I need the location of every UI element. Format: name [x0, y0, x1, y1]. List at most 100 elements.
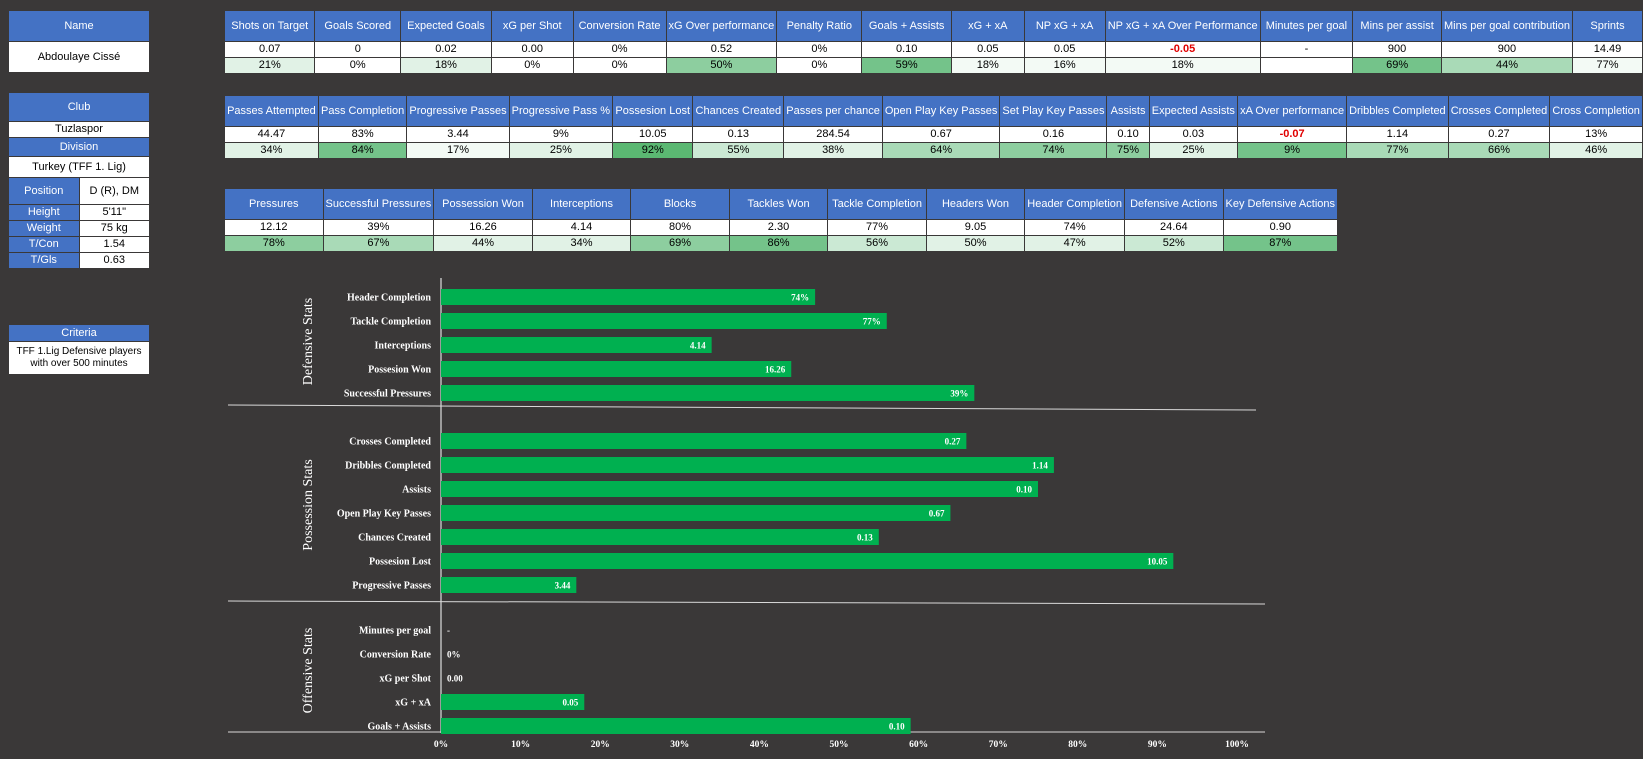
passing-percentile-cell: 46% — [1549, 142, 1643, 159]
defensive-value-cell: 77% — [827, 219, 927, 236]
bar-category-label: xG per Shot — [380, 674, 432, 685]
attacking-header-cell: xG per Shot — [490, 10, 574, 42]
bar-category-label: Goals + Assists — [368, 722, 432, 733]
attacking-percentile-cell — [1259, 57, 1354, 74]
attacking-header-cell: Goals Scored — [314, 10, 402, 42]
attacking-header-cell: Minutes per goal — [1259, 10, 1354, 42]
bar-value-label: 0.27 — [945, 437, 961, 447]
division-header: Division — [8, 137, 150, 157]
x-tick-label: 70% — [989, 740, 1008, 750]
passing-value-cell: -0.07 — [1237, 126, 1348, 143]
attacking-header-cell: Shots on Target — [223, 10, 316, 42]
defensive-header-cell: Pressures — [224, 188, 324, 220]
passing-table-panel: Passes Attempted Pass Completion Progressi… — [224, 95, 1643, 159]
passing-percentile-cell: 9% — [1237, 142, 1348, 159]
defensive-percentile-cell: 34% — [531, 235, 632, 252]
attacking-percentile-cell: 21% — [223, 57, 316, 74]
tgls-value: 0.63 — [78, 252, 150, 269]
passing-header-cell: Chances Created — [692, 95, 785, 127]
section-label: Offensive Stats — [301, 628, 316, 714]
defensive-percentile-cell: 67% — [322, 235, 435, 252]
bar — [441, 313, 887, 329]
passing-stats-table: Passes Attempted Pass Completion Progressi… — [224, 95, 1643, 159]
bar-category-label: Tackle Completion — [351, 317, 432, 328]
passing-value-cell: 0.16 — [999, 126, 1108, 143]
passing-percentile-cell: 25% — [1148, 142, 1239, 159]
attacking-percentile-cell: 0% — [490, 57, 574, 74]
defensive-header-cell: Defensive Actions — [1124, 188, 1224, 220]
attacking-value-cell: -0.05 — [1104, 41, 1261, 58]
section-label: Defensive Stats — [301, 298, 316, 385]
bar — [441, 718, 911, 734]
bar-value-label: 0.67 — [929, 509, 945, 519]
bar-value-label: 1.14 — [1032, 461, 1048, 471]
defensive-header-cell: Possession Won — [433, 188, 533, 220]
attacking-value-cell: - — [1259, 41, 1354, 58]
defensive-header-cell: Tackle Completion — [827, 188, 927, 220]
passing-header-cell: xA Over performance — [1237, 95, 1348, 127]
attacking-percentile-cell: 18% — [400, 57, 492, 74]
attacking-header-cell: Conversion Rate — [572, 10, 667, 42]
attacking-header-cell: Sprints — [1571, 10, 1643, 42]
attacking-percentile-row: 21% 0% 18% 0% 0% 50% 0% 59% 18% 16% 18% 69% 44% 77% — [223, 57, 1643, 74]
bar-category-label: Progressive Passes — [352, 581, 431, 592]
attacking-percentile-cell: 16% — [1023, 57, 1106, 74]
defensive-percentile-cell: 56% — [827, 235, 927, 252]
passing-header-cell: Passes Attempted — [224, 95, 319, 127]
attacking-header-cell: Expected Goals — [400, 10, 492, 42]
bar-category-label: xG + xA — [395, 698, 431, 709]
bar — [441, 385, 975, 401]
attacking-stats-table: Shots on Target Goals Scored Expected Goal… — [223, 10, 1643, 74]
defensive-header-cell: Key Defensive Actions — [1222, 188, 1339, 220]
attacking-percentile-cell: 0% — [572, 57, 667, 74]
defensive-value-cell: 74% — [1024, 219, 1126, 236]
bar — [441, 289, 816, 305]
defensive-header-cell: Headers Won — [925, 188, 1026, 220]
defensive-value-cell: 0.90 — [1222, 219, 1339, 236]
passing-percentile-cell: 17% — [406, 142, 510, 159]
passing-value-cell: 0.27 — [1447, 126, 1551, 143]
passing-percentile-cell: 25% — [508, 142, 614, 159]
bar-category-label: Possesion Won — [368, 365, 431, 376]
attacking-value-cell: 0.10 — [861, 41, 953, 58]
x-tick-label: 80% — [1068, 740, 1087, 750]
defensive-header-cell: Blocks — [630, 188, 730, 220]
passing-header-cell: Dribbles Completed — [1346, 95, 1449, 127]
defensive-percentile-cell: 69% — [630, 235, 730, 252]
bar-value-label: - — [447, 626, 450, 636]
passing-percentile-cell: 66% — [1447, 142, 1551, 159]
section-label: Possession Stats — [301, 459, 316, 550]
defensive-table-panel: Pressures Successful Pressures Possession … — [224, 188, 1339, 252]
defensive-percentile-cell: 44% — [433, 235, 533, 252]
attacking-percentile-cell: 0% — [314, 57, 402, 74]
passing-header-cell: Pass Completion — [317, 95, 408, 127]
attacking-header-cell: Penalty Ratio — [776, 10, 863, 42]
passing-header-row: Passes Attempted Pass Completion Progressi… — [224, 95, 1643, 127]
defensive-value-cell: 80% — [630, 219, 730, 236]
attacking-value-cell: 0.07 — [223, 41, 316, 58]
passing-value-cell: 0.67 — [881, 126, 1001, 143]
passing-value-cell: 13% — [1549, 126, 1643, 143]
bar-value-label: 0.00 — [447, 674, 463, 684]
attacking-percentile-cell: 77% — [1571, 57, 1643, 74]
bar — [441, 694, 585, 710]
passing-percentile-cell: 64% — [881, 142, 1001, 159]
x-tick-label: 20% — [591, 740, 610, 750]
passing-percentile-cell: 74% — [999, 142, 1108, 159]
bar-value-label: 0.13 — [857, 533, 873, 543]
x-tick-label: 90% — [1148, 740, 1167, 750]
attacking-header-cell: NP xG + xA — [1023, 10, 1106, 42]
x-tick-label: 30% — [670, 740, 689, 750]
bar-value-label: 0.05 — [563, 698, 579, 708]
passing-percentile-cell: 34% — [224, 142, 319, 159]
passing-header-cell: Progressive Pass % — [508, 95, 614, 127]
bar-category-label: Conversion Rate — [360, 650, 432, 661]
defensive-value-cell: 9.05 — [925, 219, 1026, 236]
criteria-line-2: with over 500 minutes — [30, 358, 128, 369]
defensive-stats-table: Pressures Successful Pressures Possession … — [224, 188, 1339, 252]
criteria-panel: Criteria TFF 1.Lig Defensive players wit… — [8, 324, 150, 375]
bar — [441, 433, 967, 449]
passing-header-cell: Progressive Passes — [406, 95, 510, 127]
height-value: 5'11" — [78, 204, 150, 221]
bar-value-label: 4.14 — [690, 341, 706, 351]
